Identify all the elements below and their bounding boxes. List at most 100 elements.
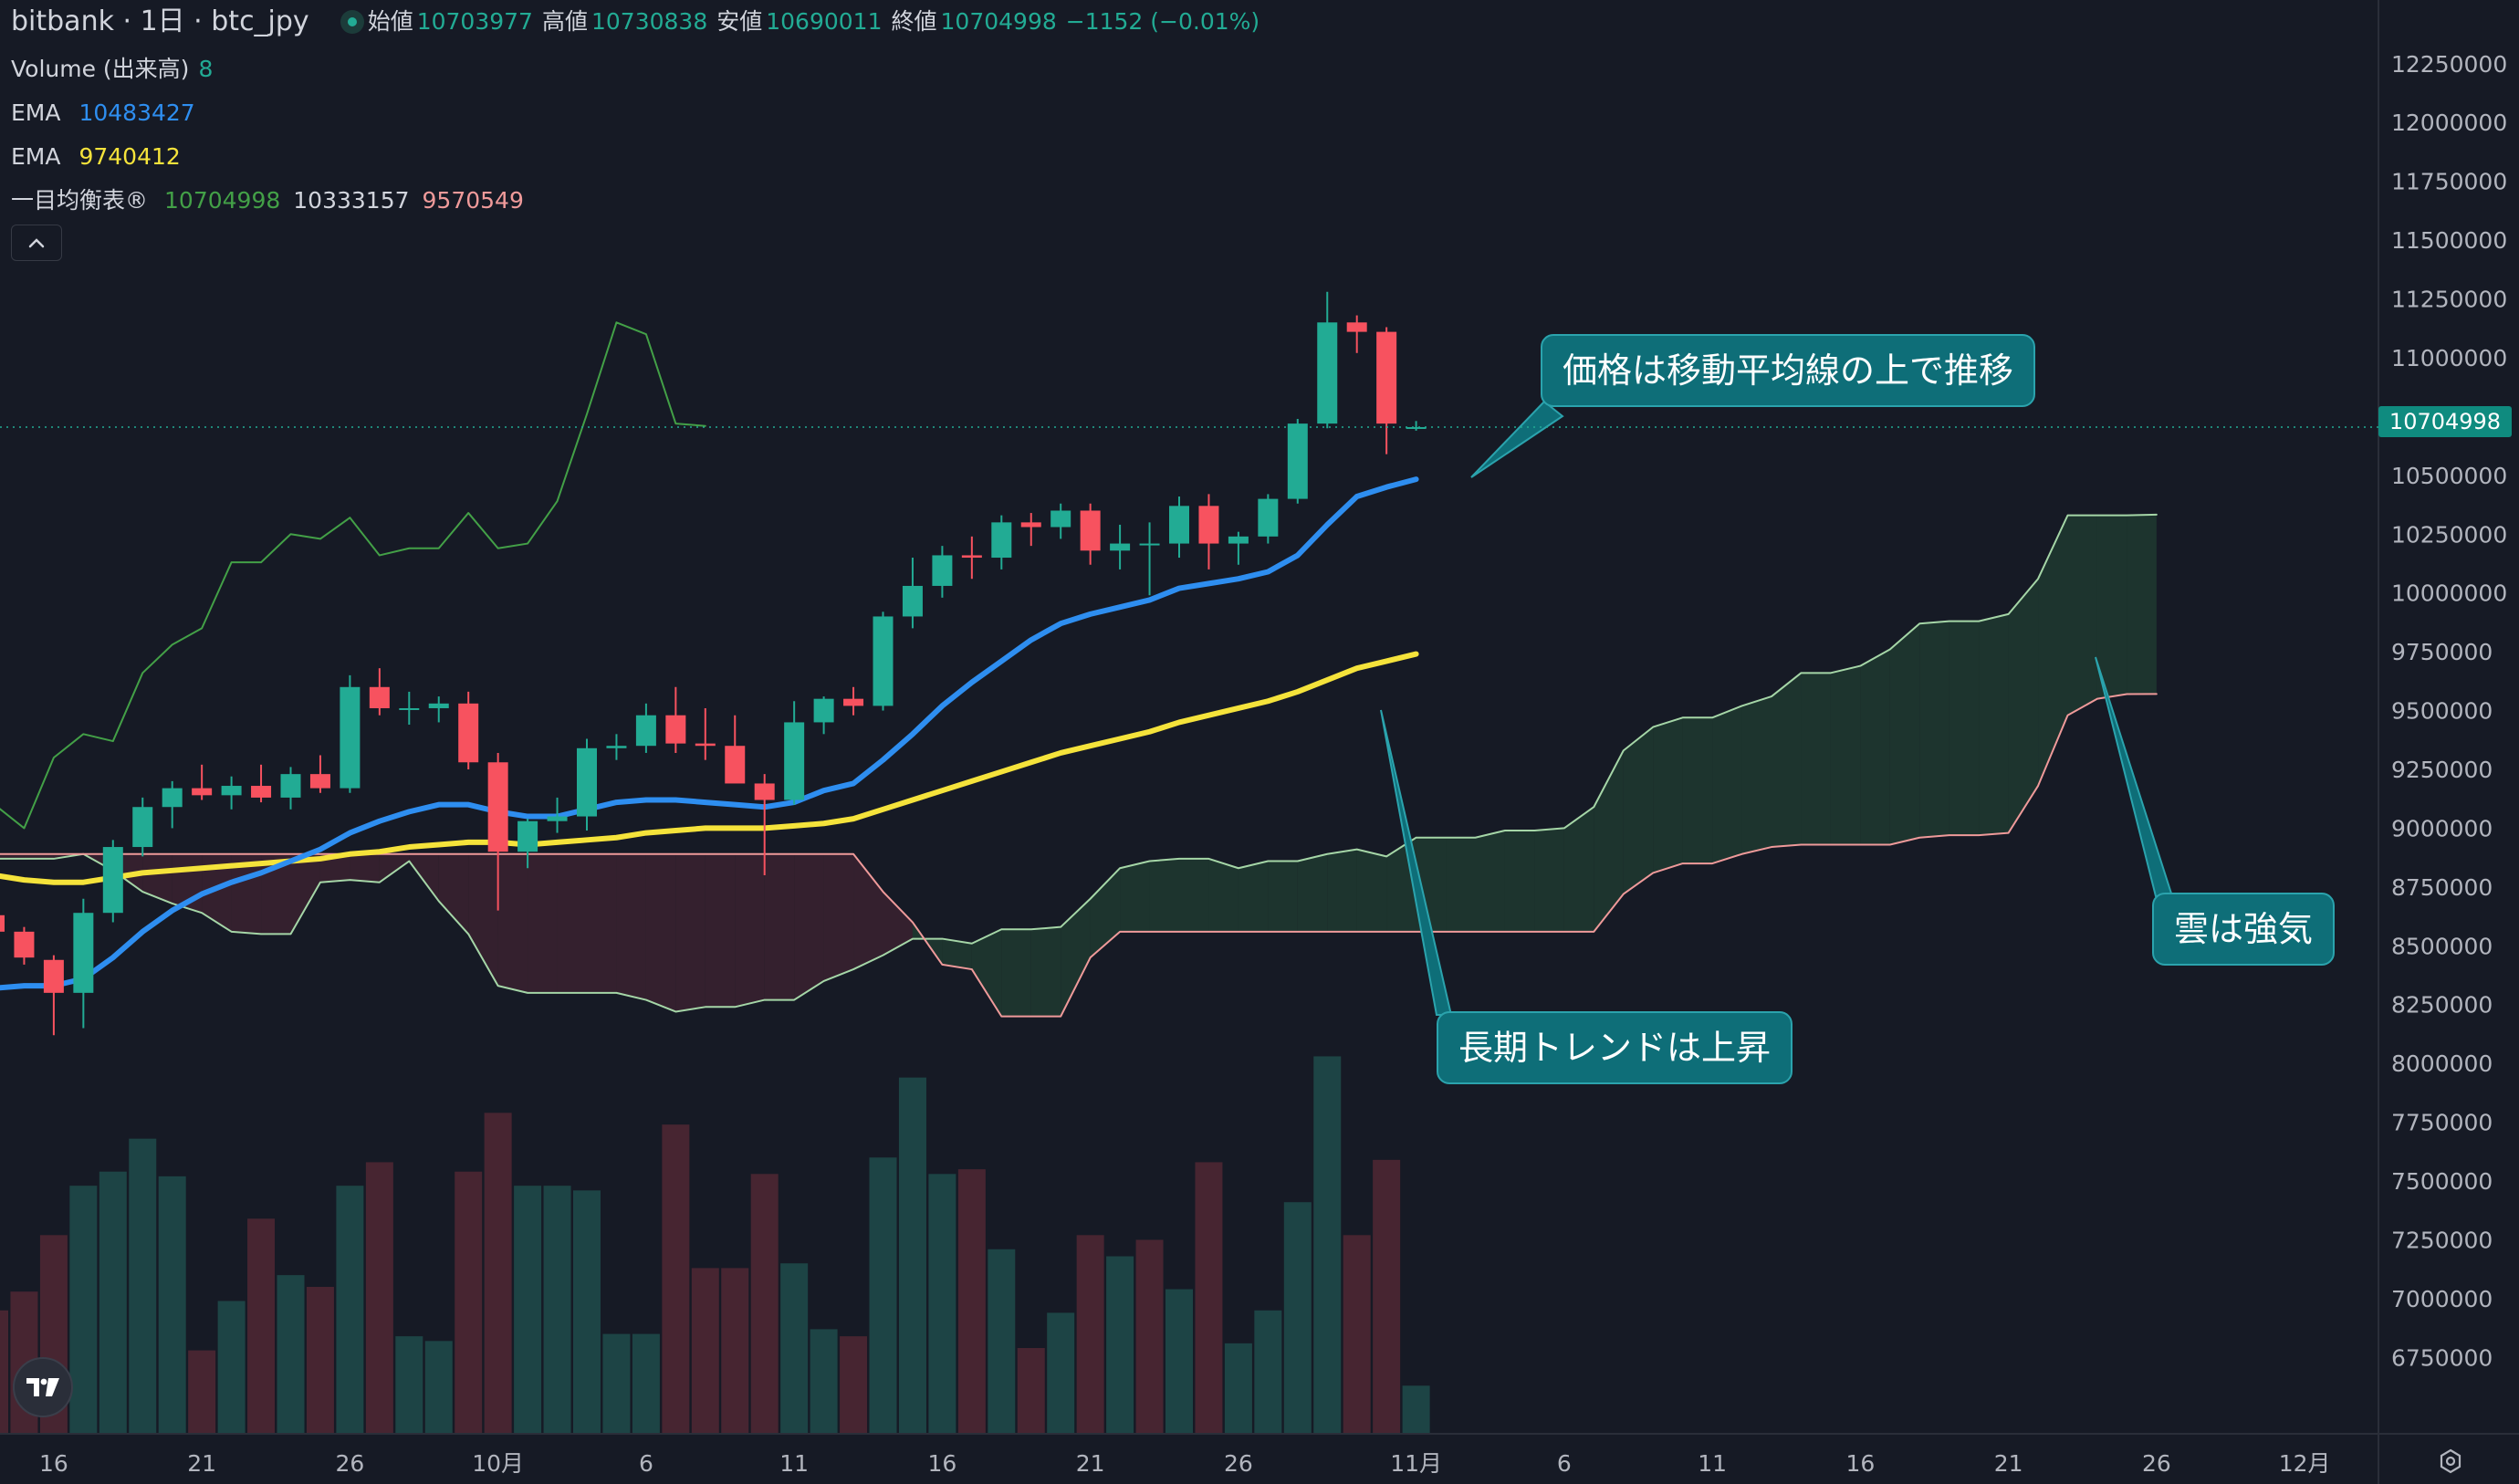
cloud-segment	[142, 853, 172, 904]
candle-body	[784, 722, 805, 800]
tradingview-logo-icon	[26, 1378, 59, 1396]
volume-bar	[721, 1268, 749, 1434]
low-value: 10690011	[766, 8, 883, 35]
cloud-segment	[528, 853, 558, 993]
ema-fast-legend[interactable]: EMA 10483427	[11, 99, 199, 128]
y-tick-label: 7250000	[2391, 1227, 2493, 1253]
close-label: 終値	[891, 8, 937, 35]
cloud-segment	[319, 853, 350, 883]
y-tick-label: 9750000	[2391, 639, 2493, 665]
candle-body	[43, 959, 64, 993]
y-tick-label: 10500000	[2391, 463, 2507, 489]
cloud-segment	[1949, 621, 1980, 836]
cloud-segment	[409, 853, 439, 902]
cloud-segment	[1741, 696, 1772, 854]
candle-body	[902, 585, 923, 617]
candle-body	[665, 715, 686, 744]
volume-bar	[0, 1310, 8, 1434]
cloud-segment	[1563, 807, 1594, 932]
candle-body	[961, 555, 982, 559]
y-tick-label: 12250000	[2391, 51, 2507, 78]
symbol-title[interactable]: bitbank · 1日 · btc_jpy	[11, 5, 309, 37]
ema-fast-value: 10483427	[78, 99, 195, 126]
collapse-legend-button[interactable]	[11, 225, 62, 261]
volume-legend[interactable]: Volume (出来高) 8	[11, 55, 216, 84]
change-value: −1152 (−0.01%)	[1065, 8, 1260, 35]
cloud-segment	[883, 892, 913, 956]
candle-body	[635, 715, 656, 747]
volume-bar	[898, 1077, 926, 1434]
callout-pointers	[1380, 400, 2174, 1016]
volume-bar	[869, 1157, 897, 1434]
cloud-segment	[764, 853, 795, 1000]
cloud-segment	[2127, 514, 2157, 695]
x-tick-label: 26	[2142, 1450, 2171, 1477]
y-tick-label: 9000000	[2391, 815, 2493, 841]
cloud-segment	[1682, 717, 1713, 864]
x-tick-label: 21	[187, 1450, 216, 1477]
volume-bar	[69, 1186, 98, 1434]
candle-body	[192, 788, 213, 796]
x-tick-label: 21	[1076, 1450, 1105, 1477]
ema-slow-line	[0, 651, 1419, 885]
x-tick-label: 26	[335, 1450, 364, 1477]
y-tick-label: 6750000	[2391, 1344, 2493, 1371]
volume-bar	[543, 1186, 571, 1434]
volume-bar	[1343, 1235, 1371, 1434]
volume-bar	[1402, 1385, 1430, 1434]
volume-bar	[514, 1186, 542, 1434]
volume-bar	[99, 1171, 127, 1434]
volume-bar	[573, 1190, 601, 1434]
x-tick-label: 16	[927, 1450, 956, 1477]
callout-cloud-bullish[interactable]: 雲は強気	[2152, 893, 2336, 966]
candle-body	[0, 914, 5, 932]
candle-body	[1110, 543, 1131, 551]
candle-body	[754, 783, 775, 800]
cloud-segment	[794, 853, 824, 1000]
cloud-segment	[616, 853, 646, 1000]
x-tick-label: 26	[1224, 1450, 1253, 1477]
tradingview-logo[interactable]	[13, 1357, 73, 1417]
volume-bar	[810, 1329, 838, 1434]
lagging-span-line	[0, 321, 706, 830]
x-tick-label: 11月	[1390, 1450, 1442, 1477]
candle-body	[340, 686, 361, 789]
candle-body	[1228, 536, 1249, 544]
candle-body	[1139, 543, 1160, 546]
candle-body	[1287, 423, 1308, 499]
cloud-segment	[1623, 726, 1654, 894]
cloud-segment	[1356, 849, 1387, 932]
cloud-segment	[1772, 673, 1802, 848]
volume-bar	[1017, 1348, 1045, 1434]
callout-long-trend-up[interactable]: 長期トレンドは上昇	[1437, 1011, 1793, 1084]
cloud-segment	[2067, 515, 2097, 716]
y-tick-label: 11000000	[2391, 345, 2507, 371]
x-tick-label: 11	[1698, 1450, 1727, 1477]
cloud-segment	[1030, 926, 1061, 1017]
cloud-segment	[1889, 623, 1920, 845]
settings-gear-icon[interactable]	[2437, 1447, 2464, 1475]
callout-price-above-ma[interactable]: 価格は移動平均線の上で推移	[1541, 334, 2036, 407]
candle-body	[517, 820, 538, 852]
candle-body	[1020, 522, 1041, 528]
cloud-segment	[1979, 613, 2009, 836]
cloud-segment	[1475, 831, 1505, 932]
volume-bar	[158, 1176, 186, 1434]
cloud-segment	[1653, 717, 1683, 873]
y-tick-label: 11500000	[2391, 227, 2507, 254]
last-price-tag: 10704998	[2378, 406, 2512, 437]
volume-bar	[1283, 1202, 1312, 1434]
volume-bar	[662, 1124, 690, 1434]
cloud-segment	[1120, 861, 1150, 932]
ema-slow-value: 9740412	[78, 143, 181, 170]
ichimoku-value-3: 9570549	[422, 187, 524, 214]
ichimoku-legend[interactable]: 一目均衡表® 10704998 10333157 9570549	[11, 186, 528, 215]
cloud-segment	[261, 853, 291, 935]
candle-body	[813, 698, 834, 723]
volume-bar	[988, 1249, 1016, 1434]
volume-bar	[277, 1275, 305, 1434]
ema-slow-legend[interactable]: EMA 9740412	[11, 142, 184, 172]
candle-body	[280, 774, 301, 798]
candle-body	[873, 616, 894, 706]
